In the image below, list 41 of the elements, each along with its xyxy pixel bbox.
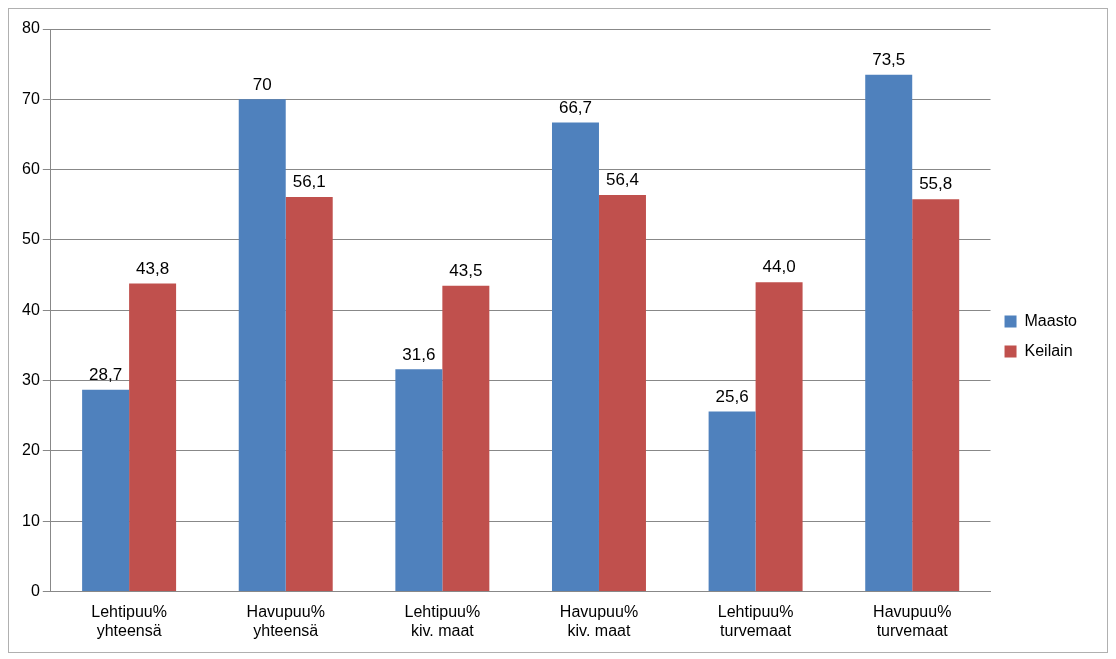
y-tick-label: 10 — [22, 511, 40, 529]
data-label: 43,8 — [136, 258, 170, 278]
x-tick-label: Havupuu% turvemaat — [873, 602, 952, 639]
data-label: 56,1 — [292, 172, 326, 192]
data-label: 25,6 — [715, 386, 749, 406]
y-tick-label: 50 — [22, 230, 40, 248]
bar — [551, 122, 599, 592]
bar — [129, 283, 177, 592]
bar — [598, 194, 646, 592]
data-label: 73,5 — [872, 49, 906, 69]
data-label: 31,6 — [402, 344, 436, 364]
data-label: 43,5 — [449, 260, 483, 280]
y-tick-label: 30 — [22, 371, 40, 389]
bar — [238, 99, 286, 592]
legend-label: Keilain — [1024, 341, 1073, 359]
bar — [912, 199, 960, 592]
bar — [442, 285, 490, 592]
bar — [395, 369, 443, 592]
data-label: 44,0 — [762, 257, 796, 277]
x-tick-label: Havupuu% yhteensä — [246, 602, 325, 639]
x-tick-label: Lehtipuu% turvemaat — [717, 602, 794, 639]
x-tick-label: Lehtipuu% kiv. maat — [404, 602, 481, 639]
y-tick-label: 60 — [22, 160, 40, 178]
data-label: 56,4 — [605, 170, 640, 190]
y-tick-label: 80 — [22, 19, 40, 37]
data-label: 66,7 — [558, 97, 593, 117]
data-label: 28,7 — [89, 364, 123, 384]
bar — [285, 197, 333, 592]
data-label: 70 — [252, 74, 272, 94]
y-tick-label: 20 — [22, 441, 40, 459]
bar — [82, 389, 130, 592]
data-label: 55,8 — [919, 174, 953, 194]
bar — [865, 74, 913, 592]
y-tick-label: 40 — [22, 300, 40, 318]
y-tick-label: 70 — [22, 89, 40, 107]
y-tick-label: 0 — [30, 582, 40, 600]
x-tick-label: Havupuu% kiv. maat — [559, 602, 639, 639]
x-tick-label: Lehtipuu% yhteensä — [91, 602, 167, 639]
bar — [708, 411, 756, 592]
legend-label: Maasto — [1024, 311, 1078, 329]
bar — [755, 282, 803, 592]
